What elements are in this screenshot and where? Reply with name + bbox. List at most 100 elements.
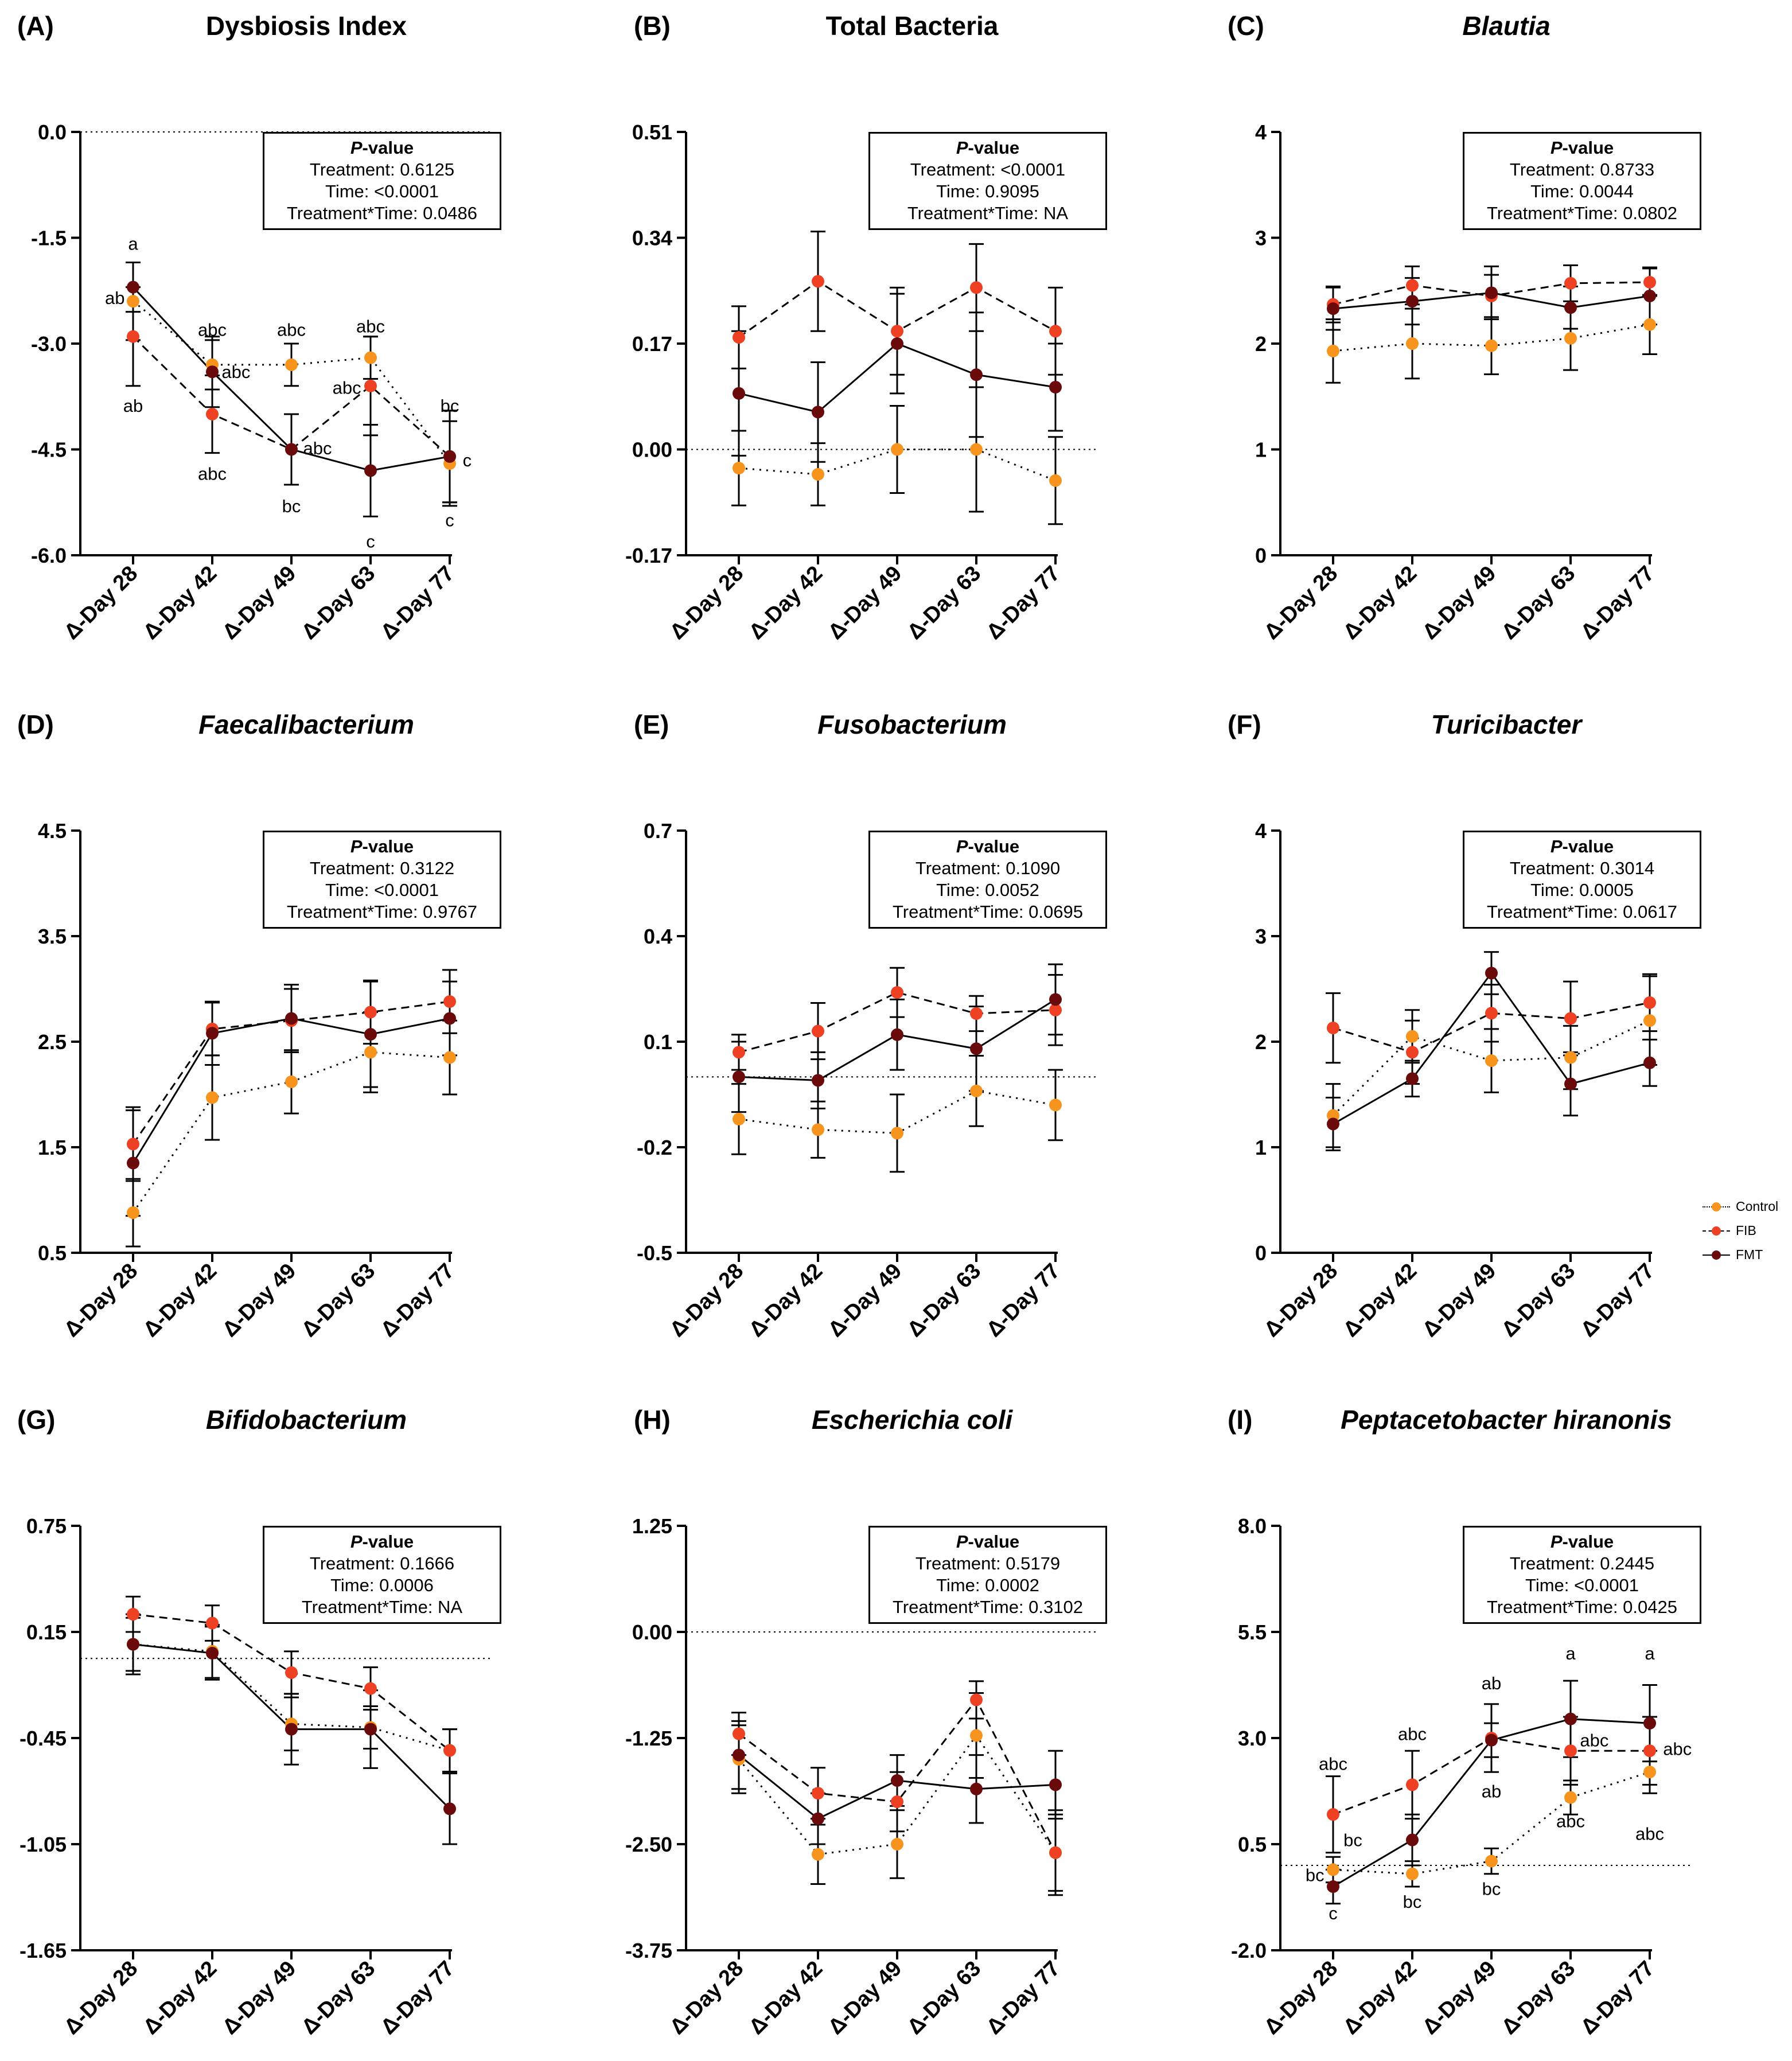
- series-line-control: [1332, 1019, 1650, 1116]
- y-tick-label: -2.0: [1231, 1939, 1267, 1962]
- pvalue-line: Treatment: 0.3122: [309, 858, 455, 878]
- data-point-control: [1643, 1014, 1656, 1027]
- data-point-fmt: [206, 1647, 219, 1659]
- significance-label: bc: [1482, 1879, 1501, 1899]
- x-tick-label: Δ-Day 63: [297, 1957, 380, 2040]
- data-point-control: [1485, 1054, 1498, 1067]
- data-point-fib: [733, 331, 745, 344]
- x-tick-label: Δ-Day 28: [60, 1259, 143, 1342]
- data-point-control: [285, 358, 298, 371]
- data-point-fmt: [1406, 1072, 1419, 1085]
- significance-label: abc: [303, 438, 332, 458]
- data-point-fmt: [1564, 301, 1577, 314]
- pvalue-line: Treatment*Time: NA: [907, 203, 1069, 223]
- pvalue-line: Time: <0.0001: [325, 181, 439, 201]
- pvalue-header: P-value: [1550, 138, 1614, 158]
- y-tick-label: 4.5: [38, 819, 67, 843]
- y-tick-label: 1: [1255, 438, 1267, 462]
- data-point-fmt: [812, 406, 824, 419]
- data-point-control: [127, 1206, 139, 1220]
- pvalue-box: P-value Treatment: 0.3122 Time: <0.0001 Tre…: [263, 831, 501, 929]
- data-point-fib: [891, 1795, 903, 1808]
- significance-label: ab: [123, 396, 143, 416]
- y-tick-label: 0.00: [632, 438, 672, 462]
- data-point-fmt: [1643, 1056, 1656, 1069]
- x-tick-label: Δ-Day 77: [376, 562, 459, 645]
- panel-letter: (D): [17, 710, 54, 739]
- data-point-control: [443, 1051, 456, 1064]
- data-point-control: [364, 351, 377, 364]
- pvalue-header: P-value: [350, 138, 414, 158]
- y-tick-label: 3: [1255, 227, 1267, 250]
- pvalue-box: P-value Treatment: 0.3014 Time: 0.0005 Trea…: [1463, 831, 1701, 929]
- pvalue-line: Time: <0.0001: [325, 880, 439, 900]
- y-tick-label: 0.51: [632, 120, 672, 144]
- pvalue-box: P-value Treatment: 0.2445 Time: <0.0001 Tre…: [1463, 1526, 1701, 1624]
- data-point-fib: [970, 281, 983, 294]
- pvalue-header: P-value: [1550, 836, 1614, 856]
- series-line-control: [738, 449, 1056, 482]
- data-point-control: [970, 1084, 983, 1097]
- pvalue-line: Treatment*Time: 0.3102: [893, 1597, 1083, 1617]
- significance-label: abc: [356, 316, 385, 336]
- x-tick-label: Δ-Day 42: [139, 1259, 222, 1342]
- data-point-fmt: [733, 1070, 745, 1084]
- pvalue-line: Treatment: 0.8733: [1509, 159, 1655, 180]
- pvalue-line: Time: 0.0006: [330, 1575, 434, 1595]
- data-point-fmt: [970, 1042, 983, 1055]
- data-point-fmt: [1049, 1778, 1062, 1791]
- data-point-control: [812, 1848, 824, 1861]
- data-point-fib: [812, 275, 824, 288]
- pvalue-header: P-value: [956, 1532, 1020, 1552]
- data-point-control: [970, 1729, 983, 1742]
- y-tick-label: 3.0: [1238, 1727, 1267, 1750]
- x-tick-label: Δ-Day 28: [665, 1259, 749, 1342]
- data-point-fmt: [891, 337, 903, 350]
- pvalue-line: Treatment*Time: 0.9767: [287, 902, 477, 922]
- data-point-fib: [443, 1744, 456, 1757]
- data-point-fmt: [285, 1723, 298, 1736]
- x-tick-label: Δ-Day 77: [1576, 1957, 1659, 2040]
- data-point-fmt: [812, 1812, 824, 1825]
- y-tick-label: 2: [1255, 332, 1267, 356]
- x-tick-label: Δ-Day 77: [1576, 1259, 1659, 1342]
- pvalue-header: P-value: [956, 138, 1020, 158]
- data-point-fib: [1327, 1022, 1339, 1035]
- data-point-fmt: [1564, 1712, 1577, 1725]
- y-tick-label: -4.5: [31, 438, 67, 462]
- data-point-fib: [443, 995, 456, 1008]
- panel-letter: (I): [1228, 1405, 1253, 1435]
- data-point-fmt: [733, 1748, 745, 1762]
- panel-title: Total Bacteria: [825, 11, 999, 41]
- pvalue-line: Time: 0.0005: [1530, 880, 1634, 900]
- significance-label: abc: [1635, 1824, 1664, 1844]
- data-point-fib: [127, 1608, 139, 1621]
- pvalue-line: Treatment: <0.0001: [910, 159, 1066, 180]
- data-point-fib: [1049, 325, 1062, 338]
- data-point-fmt: [1327, 1117, 1339, 1131]
- pvalue-line: Time: 0.0002: [936, 1575, 1039, 1595]
- fmt-marker-icon: [1712, 1250, 1721, 1260]
- data-point-fib: [285, 1666, 298, 1679]
- data-point-fib: [206, 408, 219, 420]
- panel-title: Bifidobacterium: [205, 1405, 407, 1435]
- x-tick-label: Δ-Day 49: [218, 1259, 301, 1342]
- data-point-fmt: [1406, 295, 1419, 308]
- significance-label: ab: [105, 288, 124, 308]
- y-tick-label: 8.0: [1238, 1514, 1267, 1538]
- significance-label: c: [463, 450, 472, 470]
- significance-label: ab: [1482, 1782, 1501, 1802]
- x-tick-label: Δ-Day 42: [745, 562, 828, 645]
- y-tick-label: -1.5: [31, 227, 67, 250]
- pvalue-line: Time: 0.9095: [936, 181, 1039, 201]
- data-point-fib: [733, 1046, 745, 1059]
- pvalue-box: P-value Treatment: 0.1090 Time: 0.0052 Trea…: [868, 831, 1107, 929]
- data-point-fmt: [364, 464, 377, 477]
- data-point-control: [1327, 344, 1339, 357]
- data-point-fib: [891, 986, 903, 999]
- y-tick-label: 0.1: [644, 1030, 672, 1054]
- x-tick-label: Δ-Day 28: [1260, 1259, 1343, 1342]
- significance-label: abc: [1398, 1724, 1427, 1744]
- data-point-fib: [1485, 1007, 1498, 1020]
- y-tick-label: -6.0: [31, 544, 67, 567]
